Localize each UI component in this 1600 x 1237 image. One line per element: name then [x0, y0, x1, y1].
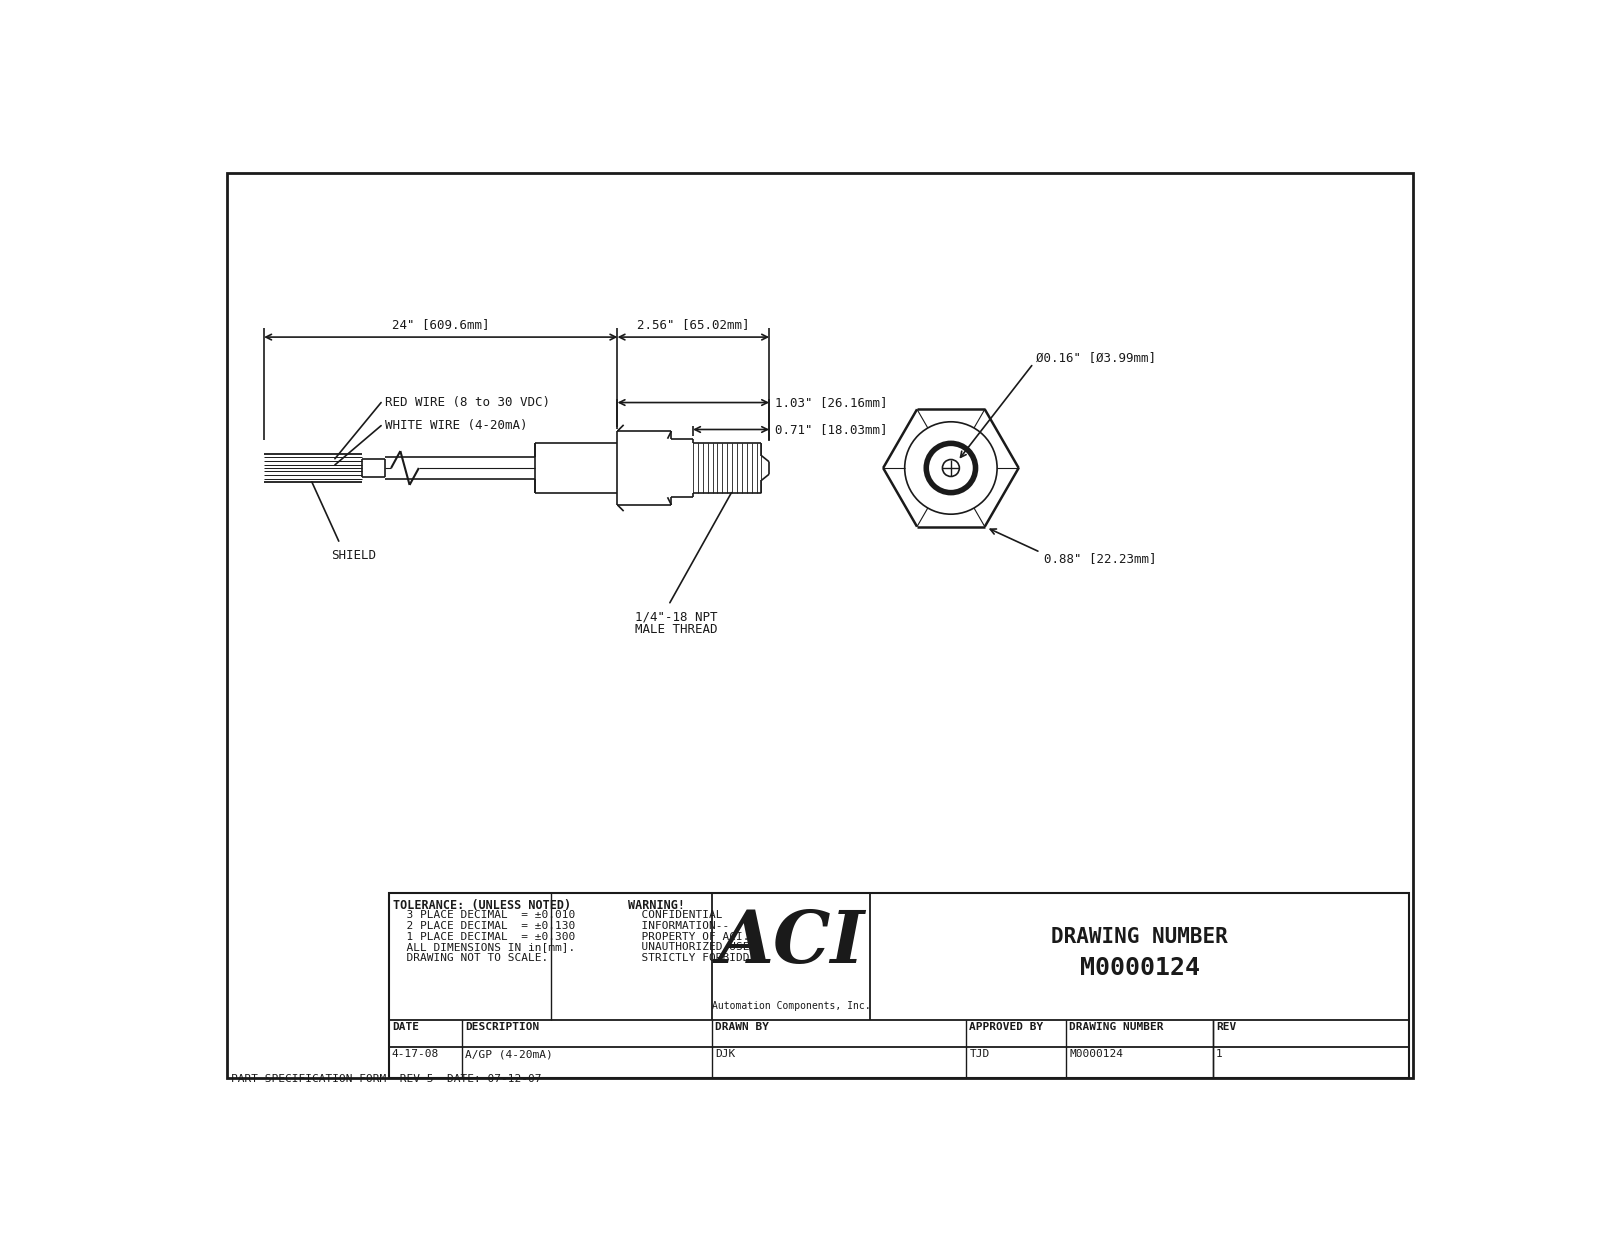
Text: 1.03" [26.16mm]: 1.03" [26.16mm]	[776, 396, 888, 409]
Text: Automation Components, Inc.: Automation Components, Inc.	[712, 1001, 870, 1011]
Text: CONFIDENTIAL: CONFIDENTIAL	[627, 910, 722, 920]
Text: 0.88" [22.23mm]: 0.88" [22.23mm]	[1045, 553, 1157, 565]
Text: 1: 1	[1216, 1049, 1222, 1059]
Text: PART SPECIFICATION FORM  REV 5  DATE: 07-12-07: PART SPECIFICATION FORM REV 5 DATE: 07-1…	[230, 1074, 541, 1084]
Text: STRICTLY FORBIDDEN.: STRICTLY FORBIDDEN.	[627, 952, 770, 964]
Text: 1/4"-18 NPT: 1/4"-18 NPT	[635, 610, 718, 623]
Text: DJK: DJK	[715, 1049, 736, 1059]
Text: ALL DIMENSIONS IN in[mm].: ALL DIMENSIONS IN in[mm].	[392, 943, 574, 952]
Text: ACI: ACI	[717, 907, 864, 978]
Text: REV: REV	[1216, 1023, 1237, 1033]
Text: TOLERANCE: (UNLESS NOTED): TOLERANCE: (UNLESS NOTED)	[392, 899, 571, 912]
Text: DRAWING NUMBER: DRAWING NUMBER	[1051, 928, 1227, 948]
Text: WHITE WIRE (4-20mA): WHITE WIRE (4-20mA)	[386, 419, 528, 432]
Text: DRAWN BY: DRAWN BY	[715, 1023, 770, 1033]
Text: UNAUTHORIZED USE: UNAUTHORIZED USE	[627, 943, 749, 952]
Text: 1 PLACE DECIMAL  = ±0.300: 1 PLACE DECIMAL = ±0.300	[392, 931, 574, 941]
Text: 4-17-08: 4-17-08	[392, 1049, 438, 1059]
Text: PROPERTY OF ACI.: PROPERTY OF ACI.	[627, 931, 749, 941]
Text: DRAWING NUMBER: DRAWING NUMBER	[1069, 1023, 1163, 1033]
Text: WARNING!: WARNING!	[627, 899, 685, 912]
Text: RED WIRE (8 to 30 VDC): RED WIRE (8 to 30 VDC)	[386, 396, 550, 409]
Text: 2.56" [65.02mm]: 2.56" [65.02mm]	[637, 318, 749, 332]
Text: TJD: TJD	[970, 1049, 990, 1059]
Text: 3 PLACE DECIMAL  = ±0.010: 3 PLACE DECIMAL = ±0.010	[392, 910, 574, 920]
Text: Ø0.16" [Ø3.99mm]: Ø0.16" [Ø3.99mm]	[1035, 351, 1155, 364]
Text: DATE: DATE	[392, 1023, 419, 1033]
Text: DESCRIPTION: DESCRIPTION	[466, 1023, 539, 1033]
Text: 24" [609.6mm]: 24" [609.6mm]	[392, 318, 490, 332]
Text: INFORMATION--: INFORMATION--	[627, 920, 728, 930]
Text: A/GP (4-20mA): A/GP (4-20mA)	[466, 1049, 552, 1059]
Text: M0000124: M0000124	[1069, 1049, 1123, 1059]
Text: M0000124: M0000124	[1080, 956, 1200, 980]
Text: APPROVED BY: APPROVED BY	[970, 1023, 1043, 1033]
Bar	[389, 893, 1410, 1077]
Text: 2 PLACE DECIMAL  = ±0.130: 2 PLACE DECIMAL = ±0.130	[392, 920, 574, 930]
Text: SHIELD: SHIELD	[331, 549, 376, 562]
Text: DRAWING NOT TO SCALE.: DRAWING NOT TO SCALE.	[392, 952, 547, 964]
Text: 0.71" [18.03mm]: 0.71" [18.03mm]	[776, 423, 888, 435]
Text: MALE THREAD: MALE THREAD	[635, 622, 718, 636]
